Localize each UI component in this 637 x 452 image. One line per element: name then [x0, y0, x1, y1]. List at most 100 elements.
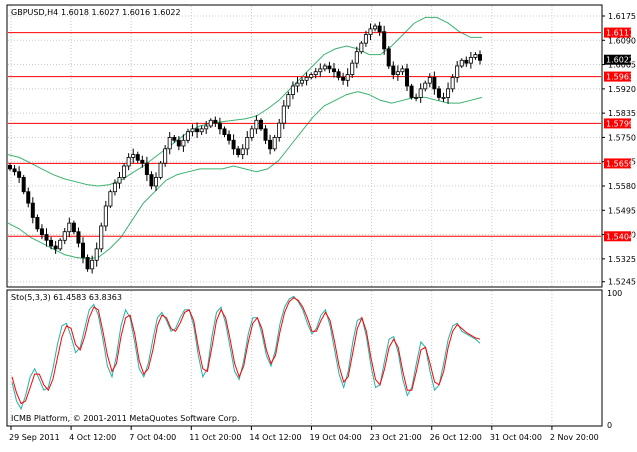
candle-body — [163, 148, 168, 164]
candle-body — [195, 128, 200, 133]
candle-body — [44, 234, 49, 241]
candle-body — [313, 71, 318, 75]
price-pane[interactable]: 1.6175 1.6090 1.6005 1.5920 1.5835 1.5750 1.56… — [6, 4, 636, 288]
candle-body — [249, 128, 254, 138]
candle-body — [30, 202, 35, 218]
candle-body — [290, 85, 295, 95]
candle-body — [459, 59, 464, 67]
level-label-bg — [604, 231, 631, 242]
time-scale-label: 26 Oct 12:00 — [430, 433, 482, 442]
horizontal-levels[interactable] — [8, 32, 601, 237]
price-scale-label: 1.5835 — [608, 109, 636, 118]
candle-body — [450, 77, 455, 90]
time-scale-label: 31 Oct 04:00 — [490, 433, 542, 442]
candle-body — [71, 222, 76, 233]
level-label: 1.5799 — [606, 119, 634, 128]
price-scale-label: 1.5580 — [608, 182, 636, 191]
candle-body — [144, 162, 149, 175]
candle-body — [7, 165, 12, 170]
candle-body — [409, 85, 414, 98]
candle-body — [286, 94, 291, 107]
price-scale-label: 1.6090 — [608, 36, 636, 45]
candle-body — [58, 239, 63, 250]
candle-body — [176, 139, 181, 147]
copyright-text: ICMB Platform, © 2001-2011 MetaQuotes So… — [11, 414, 240, 423]
candle-body — [53, 245, 58, 250]
candle-body — [277, 122, 282, 138]
candle-body — [154, 177, 159, 187]
stochastic-scale-bottom: 0 — [607, 421, 612, 430]
candle-body — [436, 88, 441, 98]
candle-body — [359, 42, 364, 53]
candle-body — [336, 71, 341, 78]
candle-body — [94, 248, 99, 261]
stochastic-pane[interactable]: Sto(5,3,3) 61.4583 63.8363 ICMB Platform… — [6, 289, 622, 430]
price-scale-label: 1.5325 — [608, 255, 636, 264]
candle-body — [468, 57, 473, 64]
candle-body — [446, 88, 451, 98]
candle-body — [373, 25, 378, 30]
level-labels: 1.6117 1.5963 1.5799 1.5659 1.5404 1.6022 — [604, 27, 634, 242]
candle-body — [350, 62, 355, 75]
level-label: 1.5963 — [606, 73, 634, 82]
candle-body — [304, 77, 309, 81]
stochastic-main-line — [11, 295, 481, 411]
candle-body — [427, 77, 432, 84]
candle-body — [281, 105, 286, 124]
time-scale-label: 4 Oct 12:00 — [69, 433, 116, 442]
candle-body — [473, 54, 478, 58]
stochastic-pane-frame — [6, 289, 603, 427]
candle-body — [441, 97, 446, 99]
level-label: 1.5404 — [606, 232, 634, 241]
candle-body — [17, 171, 22, 178]
time-scale-label: 7 Oct 04:00 — [129, 433, 176, 442]
candles — [7, 21, 482, 274]
candle-body — [81, 242, 86, 258]
candle-body — [322, 65, 327, 70]
candle-body — [258, 119, 263, 130]
candle-body — [35, 217, 40, 230]
candle-body — [185, 131, 190, 141]
current-price-label-bg — [604, 54, 631, 65]
current-price-label: 1.6022 — [606, 56, 634, 65]
level-label-bg — [604, 27, 631, 38]
candle-body — [131, 154, 136, 158]
candle-body — [295, 82, 300, 87]
candle-body — [26, 191, 31, 204]
candle-body — [103, 205, 108, 227]
price-scale-label: 1.5245 — [608, 278, 636, 287]
candle-body — [386, 48, 391, 67]
time-scale[interactable]: 29 Sep 2011 4 Oct 12:00 7 Oct 04:00 11 Oct … — [9, 426, 599, 442]
candle-body — [477, 54, 482, 61]
stochastic-title: Sto(5,3,3) 61.4583 63.8363 — [11, 293, 122, 302]
candle-body — [76, 231, 81, 244]
price-scale-label: 1.6175 — [608, 12, 636, 21]
candle-body — [309, 74, 314, 78]
price-scale-label: 1.5750 — [608, 133, 636, 142]
candle-body — [149, 174, 154, 187]
candle-body — [158, 162, 163, 178]
ohlc-values: 1.6018 1.6027 1.6016 1.6022 — [61, 8, 181, 17]
candle-body — [455, 65, 460, 78]
candle-body — [240, 148, 245, 155]
time-scale-label: 11 Oct 20:00 — [189, 433, 241, 442]
candle-body — [354, 51, 359, 64]
time-scale-label: 23 Oct 21:00 — [370, 433, 422, 442]
price-scale-label: 1.6005 — [608, 61, 636, 70]
level-label-bg — [604, 71, 631, 82]
price-scale-label: 1.5495 — [608, 206, 636, 215]
candle-body — [327, 65, 332, 70]
candle-body — [49, 239, 54, 247]
candle-body — [464, 59, 469, 64]
candle-body — [395, 71, 400, 75]
level-label: 1.6117 — [606, 29, 634, 38]
candle-body — [382, 31, 387, 50]
candle-body — [167, 137, 172, 150]
candle-body — [263, 128, 268, 141]
candle-body — [423, 82, 428, 90]
time-scale-label: 2 Nov 20:00 — [550, 433, 599, 442]
stochastic-grid — [10, 291, 553, 425]
candle-body — [117, 177, 122, 184]
candle-body — [331, 68, 336, 73]
